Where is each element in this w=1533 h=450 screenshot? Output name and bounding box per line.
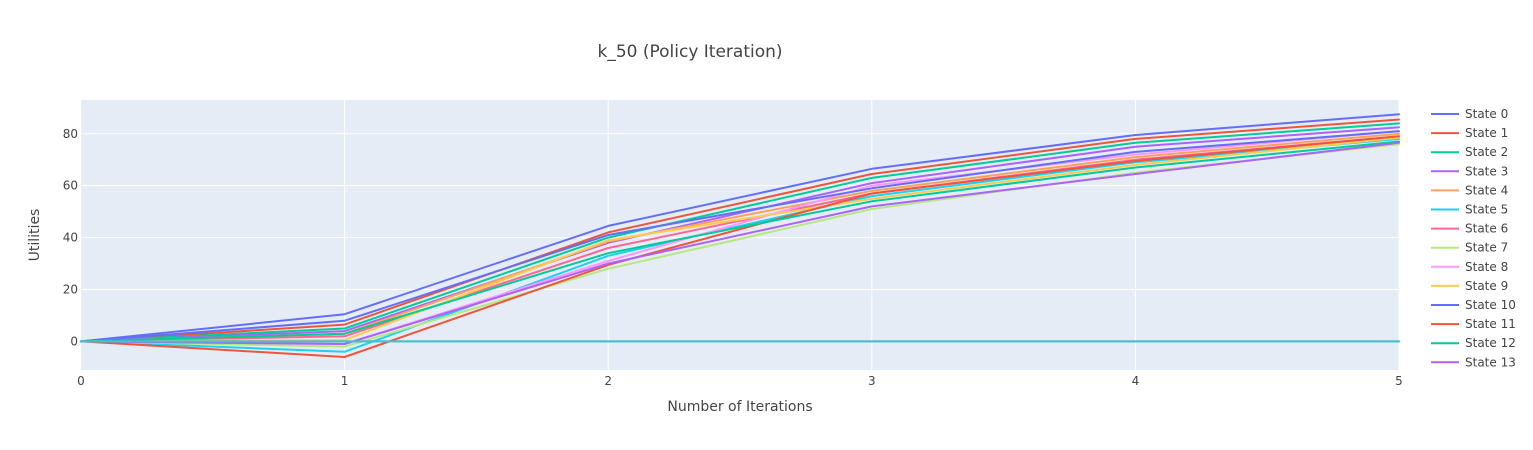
legend-label: State 5 [1465, 203, 1508, 217]
legend-item-8[interactable]: State 8 [1431, 260, 1508, 274]
y-tick-label: 40 [63, 231, 78, 245]
legend-label: State 10 [1465, 298, 1516, 312]
y-axis-title: Utilities [27, 209, 43, 262]
legend-item-10[interactable]: State 10 [1431, 298, 1516, 312]
x-tick-label: 4 [1132, 374, 1140, 388]
y-axis-ticks: 0 20 40 60 80 [63, 127, 78, 349]
y-tick-label: 60 [63, 179, 78, 193]
y-tick-label: 80 [63, 127, 78, 141]
series-line-6 [80, 135, 1400, 343]
legend-item-6[interactable]: State 6 [1431, 222, 1508, 236]
series-line-12 [80, 140, 1400, 343]
y-tick-label: 0 [70, 334, 78, 348]
legend-item-2[interactable]: State 2 [1431, 145, 1508, 159]
series-line-3 [80, 126, 1400, 343]
legend-label: State 9 [1465, 279, 1508, 293]
legend-label: State 6 [1465, 222, 1508, 236]
legend-item-9[interactable]: State 9 [1431, 279, 1508, 293]
series-line-9 [80, 136, 1400, 343]
legend-label: State 13 [1465, 355, 1516, 369]
chart-title: k_50 (Policy Iteration) [597, 42, 782, 62]
legend-item-5[interactable]: State 5 [1431, 203, 1508, 217]
series-line-5 [80, 137, 1400, 353]
legend-label: State 11 [1465, 317, 1516, 331]
x-tick-label: 3 [868, 374, 876, 388]
series-line-2 [80, 122, 1400, 343]
legend-item-13[interactable]: State 13 [1431, 355, 1516, 369]
legend-label: State 0 [1465, 107, 1508, 121]
legend-item-11[interactable]: State 11 [1431, 317, 1516, 331]
legend-item-12[interactable]: State 12 [1431, 336, 1516, 350]
legend-item-3[interactable]: State 3 [1431, 164, 1508, 178]
legend-label: State 1 [1465, 126, 1508, 140]
x-tick-label: 0 [77, 374, 85, 388]
legend-item-0[interactable]: State 0 [1431, 107, 1508, 121]
legend-item-4[interactable]: State 4 [1431, 183, 1508, 197]
legend-label: State 7 [1465, 241, 1508, 255]
series-line-11 [80, 135, 1400, 358]
legend-label: State 12 [1465, 336, 1516, 350]
y-tick-label: 20 [63, 283, 78, 297]
x-tick-label: 1 [341, 374, 349, 388]
legend-label: State 3 [1465, 164, 1508, 178]
x-axis-ticks: 0 1 2 3 4 5 [77, 374, 1403, 388]
series-line-10 [80, 130, 1400, 343]
series-lines [80, 113, 1400, 358]
legend-item-1[interactable]: State 1 [1431, 126, 1508, 140]
series-line-0 [80, 113, 1400, 343]
legend-label: State 8 [1465, 260, 1508, 274]
series-line-1 [80, 118, 1400, 343]
legend-label: State 4 [1465, 183, 1508, 197]
legend[interactable]: State 0 State 1 State 2 State 3 State 4 State… [1431, 107, 1516, 369]
x-tick-label: 5 [1395, 374, 1403, 388]
legend-item-7[interactable]: State 7 [1431, 241, 1508, 255]
legend-label: State 2 [1465, 145, 1508, 159]
x-tick-label: 2 [604, 374, 612, 388]
series-line-13 [80, 141, 1400, 345]
x-axis-title: Number of Iterations [667, 399, 812, 415]
